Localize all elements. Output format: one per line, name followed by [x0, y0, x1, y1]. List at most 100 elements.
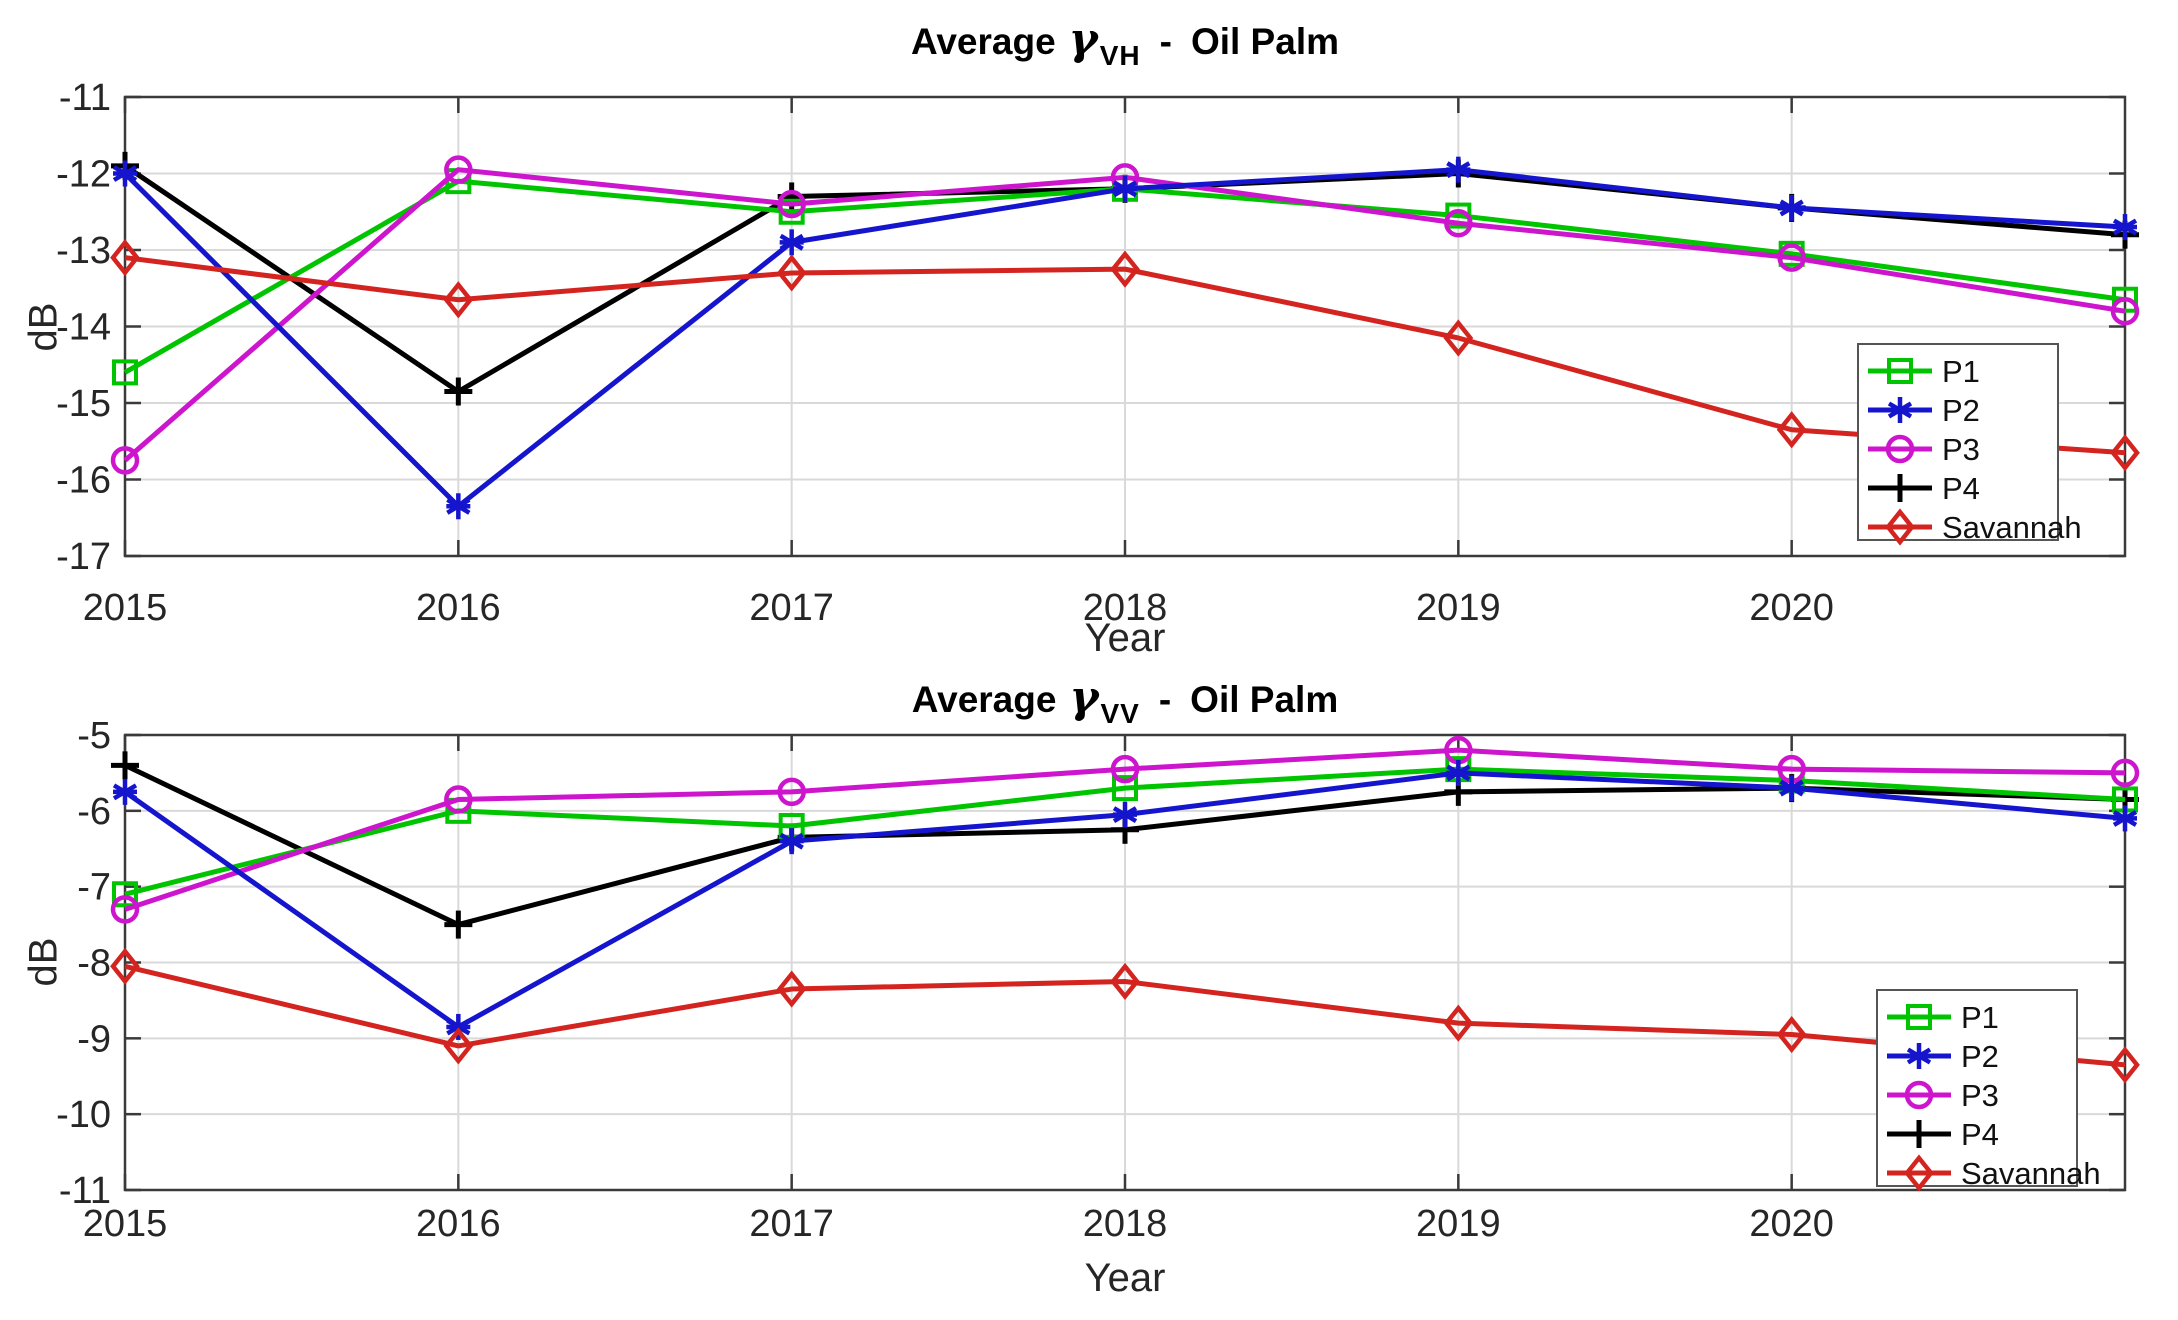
chart-title-vh: Average γ VH - Oil Palm — [125, 14, 2125, 71]
x-tick-label: 2017 — [749, 587, 834, 629]
marker-P4 — [111, 751, 139, 780]
y-tick-label: -5 — [77, 715, 111, 757]
y-tick-label: -13 — [56, 230, 111, 272]
marker-P2 — [446, 1013, 471, 1040]
marker-P2 — [2112, 805, 2138, 832]
marker-P3 — [1110, 754, 1140, 784]
gamma-symbol: γ — [1068, 14, 1098, 65]
legend-label: P4 — [1942, 471, 1980, 506]
series-P2 — [112, 156, 2138, 520]
marker-P3 — [444, 785, 473, 814]
legend-label: P1 — [1942, 354, 1980, 389]
legend-marker-P2 — [1887, 397, 1913, 423]
marker-P3 — [444, 155, 473, 184]
x-tick-label: 2018 — [1083, 587, 1168, 629]
legend-marker-Savannah — [1904, 1154, 1934, 1192]
y-tick-label: -8 — [77, 943, 111, 985]
legend-label: Savannah — [1961, 1156, 2101, 1191]
vv-plot-area: 2015 2016 2017 2018 2019 2020 -5 -6 -7 -8 -9 -10 -11… — [56, 715, 2140, 1245]
legend-item-P2: P2 — [1887, 1039, 1999, 1074]
marker-P3 — [110, 895, 140, 924]
marker-Savannah — [110, 239, 140, 277]
legend-label: P3 — [1961, 1078, 1999, 1113]
marker-P3 — [110, 446, 140, 475]
series-P3 — [110, 735, 2140, 924]
marker-Savannah — [776, 970, 807, 1008]
legend-marker-P4 — [1886, 474, 1914, 502]
y-tick-label: -17 — [56, 536, 111, 578]
x-tick-label: 2020 — [1749, 1203, 1834, 1245]
tick-labels: 2015 2016 2017 2018 2019 2020 -11 -12 -13 -14 -15 -… — [56, 77, 1834, 629]
title-prefix: Average — [911, 679, 1057, 720]
legend-item-Savannah: Savannah — [1887, 1154, 2101, 1192]
legend-item-P3: P3 — [1868, 432, 1980, 467]
x-tick-label: 2016 — [416, 1203, 501, 1245]
marker-Savannah — [1776, 411, 1807, 449]
legend-label: P4 — [1961, 1117, 1999, 1152]
y-tick-label: -7 — [77, 867, 111, 909]
y-tick-label: -15 — [56, 383, 111, 425]
legend-label: P1 — [1961, 1000, 1999, 1035]
marker-P4 — [444, 377, 473, 406]
x-tick-label: 2018 — [1083, 1203, 1168, 1245]
legend-label: Savannah — [1942, 510, 2082, 545]
y-tick-label: -11 — [59, 1170, 111, 1212]
x-tick-label: 2015 — [83, 1203, 168, 1245]
marker-P2 — [1779, 194, 1804, 221]
legend-item-P4: P4 — [1868, 471, 1980, 506]
marker-P3 — [777, 189, 806, 219]
chart-vv: 2015 2016 2017 2018 2019 2020 -5 -6 -7 -8 -9 -10 -11… — [0, 660, 2178, 1320]
x-tick-label: 2019 — [1416, 1203, 1501, 1245]
x-axis-label-vh: Year — [1084, 616, 1166, 660]
marker-P4 — [444, 910, 473, 939]
marker-Savannah — [443, 1027, 474, 1065]
marker-P2 — [779, 828, 804, 855]
y-tick-label: -11 — [59, 77, 111, 119]
y-tick-label: -9 — [77, 1018, 111, 1060]
legend-item-P4: P4 — [1887, 1117, 1999, 1152]
marker-P2 — [112, 160, 138, 187]
title-dash: - — [1159, 21, 1172, 62]
series-Savannah — [110, 239, 2140, 472]
marker-P3 — [1777, 243, 1806, 272]
marker-P2 — [446, 493, 471, 520]
x-axis-label-vv: Year — [1084, 1256, 1166, 1300]
marker-Savannah — [110, 947, 140, 985]
legend-marker-P1 — [1906, 1004, 1932, 1030]
title-dash: - — [1158, 679, 1172, 720]
y-axis-label-vh: dB — [21, 302, 66, 352]
title-prefix: Average — [910, 21, 1056, 62]
gamma-symbol: γ — [1069, 672, 1099, 723]
marker-P3 — [777, 777, 806, 807]
line-Savannah — [124, 255, 2126, 456]
marker-Savannah — [2110, 1046, 2140, 1084]
y-tick-label: -6 — [77, 791, 111, 833]
legend-marker-Savannah — [1885, 508, 1915, 546]
x-tick-label: 2017 — [749, 1203, 834, 1245]
marker-P1 — [112, 359, 138, 386]
legend-marker-P2 — [1906, 1043, 1932, 1069]
marker-Savannah — [2110, 434, 2140, 472]
y-tick-label: -14 — [56, 307, 111, 349]
legend: P1 P2 P3 P4 Savannah — [1857, 343, 2082, 546]
marker-P2 — [1779, 775, 1804, 802]
marker-Savannah — [1443, 1004, 1474, 1042]
title-suffix: Oil Palm — [1190, 679, 1339, 720]
x-tick-label: 2015 — [83, 587, 168, 629]
legend: P1 P2 P3 P4 Savannah — [1876, 989, 2101, 1192]
legend-item-P2: P2 — [1868, 393, 1980, 428]
tick-marks — [123, 733, 2125, 1192]
line-Savannah — [124, 963, 2126, 1068]
y-tick-label: -12 — [56, 154, 111, 196]
title-subscript: VH — [1099, 40, 1141, 71]
series-P2 — [112, 759, 2138, 1040]
legend-label: P2 — [1961, 1039, 1999, 1074]
marker-P2 — [779, 229, 804, 256]
marker-P1 — [1112, 775, 1138, 802]
marker-Savannah — [1443, 319, 1474, 357]
title-suffix: Oil Palm — [1190, 21, 1339, 62]
legend-label: P3 — [1942, 432, 1980, 467]
y-tick-label: -16 — [56, 460, 111, 502]
marker-Savannah — [1776, 1015, 1807, 1054]
